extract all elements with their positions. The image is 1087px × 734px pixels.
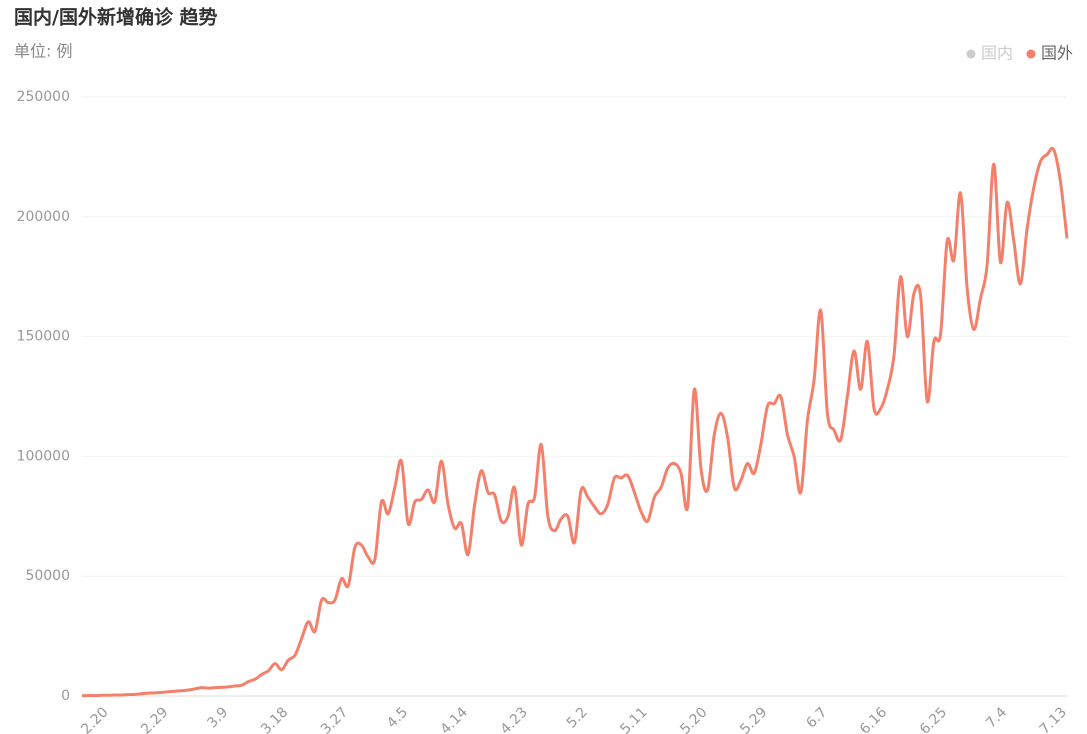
y-tick-label: 150000 bbox=[17, 329, 70, 345]
x-tick-label: 5.11 bbox=[617, 704, 650, 734]
x-tick-label: 4.5 bbox=[384, 704, 411, 731]
x-tick-label: 5.2 bbox=[564, 704, 591, 731]
x-tick-label: 2.29 bbox=[138, 704, 171, 734]
legend-label: 国内 bbox=[981, 44, 1013, 63]
line-series bbox=[81, 146, 1069, 698]
y-tick-label: 50000 bbox=[25, 568, 70, 584]
legend-marker bbox=[1026, 49, 1036, 59]
x-tick-label: 7.13 bbox=[1037, 704, 1070, 734]
legend-marker bbox=[966, 49, 976, 59]
x-tick-label: 3.18 bbox=[258, 704, 291, 734]
x-tick-label: 5.20 bbox=[677, 704, 710, 734]
chart-subtitle: 单位: 例 bbox=[14, 42, 72, 61]
x-tick-label: 4.23 bbox=[498, 704, 531, 734]
chart-title: 国内/国外新增确诊 趋势 bbox=[14, 6, 218, 29]
x-tick-label: 7.4 bbox=[983, 704, 1010, 731]
y-tick-label: 250000 bbox=[17, 89, 70, 105]
x-tick-label: 3.9 bbox=[204, 704, 231, 731]
y-tick-label: 200000 bbox=[17, 209, 70, 225]
y-tick-label: 100000 bbox=[17, 448, 70, 464]
x-tick-label: 5.29 bbox=[737, 704, 770, 734]
x-tick-label: 2.20 bbox=[78, 704, 111, 734]
x-tick-label: 6.16 bbox=[857, 704, 890, 734]
y-tick-label: 0 bbox=[61, 688, 70, 704]
x-tick-label: 6.7 bbox=[803, 704, 830, 731]
x-tick-label: 6.25 bbox=[917, 704, 950, 734]
x-tick-label: 3.27 bbox=[318, 704, 351, 734]
legend-label: 国外 bbox=[1041, 44, 1073, 63]
x-tick-label: 4.14 bbox=[438, 704, 471, 734]
